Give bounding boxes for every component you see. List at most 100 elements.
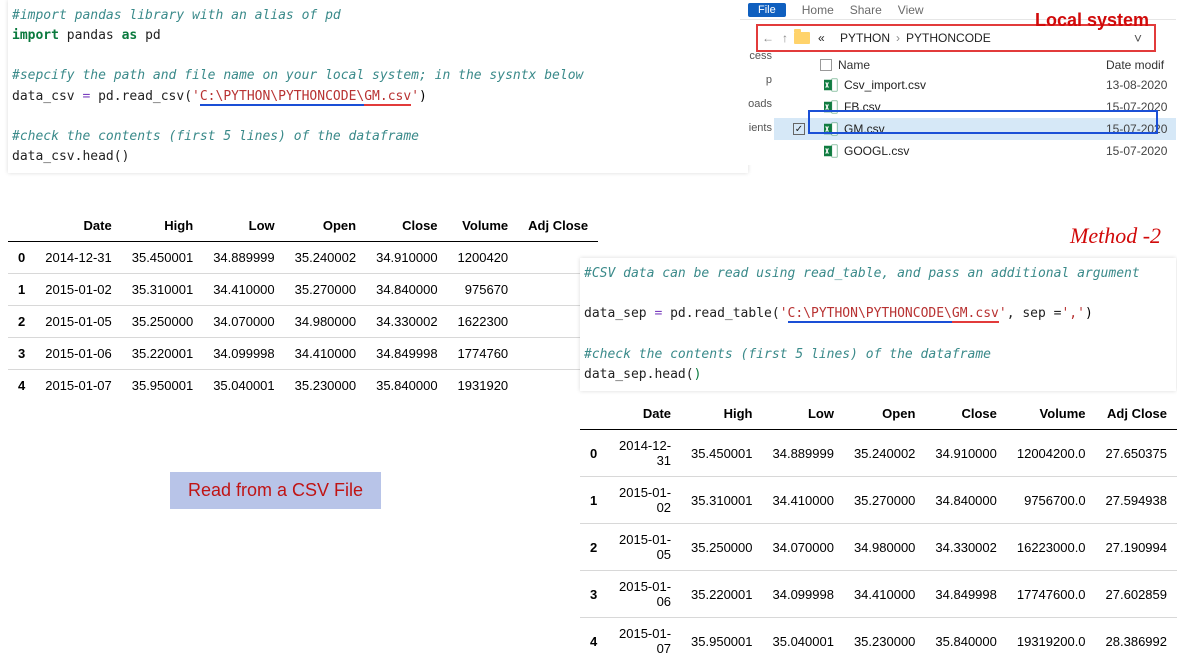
sidebar-item[interactable]: oads	[740, 92, 774, 116]
cell: 34.889999	[763, 430, 844, 477]
sidebar-item[interactable]: p	[740, 68, 774, 92]
file-row[interactable]: ✓GM.csv15-07-2020	[774, 118, 1176, 140]
sidebar-item[interactable]: cess	[740, 44, 774, 68]
table: DateHighLowOpenCloseVolumeAdj Close02014…	[8, 210, 598, 401]
row-index: 3	[580, 571, 607, 618]
cell: 1200420	[448, 242, 519, 274]
t: pd	[145, 28, 161, 43]
cell: 35.950001	[122, 370, 203, 402]
tab-home[interactable]: Home	[802, 3, 834, 17]
col-header: High	[681, 398, 762, 430]
file-date: 15-07-2020	[1106, 144, 1176, 158]
cell: 17747600.0	[1007, 571, 1096, 618]
excel-icon	[824, 122, 838, 136]
comment-line: #check the contents (first 5 lines) of t…	[584, 347, 991, 362]
col-header: Adj Close	[1096, 398, 1177, 430]
cell: 2015-01-02	[35, 274, 122, 306]
checkbox-checked-icon[interactable]: ✓	[793, 123, 805, 135]
col-date[interactable]: Date modif	[1106, 58, 1176, 72]
crumb-pythoncode[interactable]: PYTHONCODE	[906, 31, 991, 45]
cell: 27.190994	[1096, 524, 1177, 571]
cell: 35.840000	[925, 618, 1006, 664]
table-row: 42015-01-0735.95000135.04000135.23000035…	[8, 370, 598, 402]
file-name: FB.csv	[844, 100, 881, 114]
tab-file[interactable]: File	[748, 3, 786, 17]
cell: 34.330002	[366, 306, 447, 338]
col-header: Date	[35, 210, 122, 242]
cell: 34.849998	[366, 338, 447, 370]
crumb-python[interactable]: PYTHON	[840, 31, 890, 45]
head-call: data_sep.head(	[584, 367, 694, 382]
col-header: Low	[763, 398, 844, 430]
cell: 35.310001	[122, 274, 203, 306]
comment-line: #sepcify the path and file name on your …	[12, 68, 583, 83]
cell: 9756700.0	[1007, 477, 1096, 524]
cell: 1622300	[448, 306, 519, 338]
cell: 35.240002	[285, 242, 366, 274]
cell: 35.230000	[285, 370, 366, 402]
cell: 34.889999	[203, 242, 284, 274]
cell: 35.240002	[844, 430, 925, 477]
cell: 2015-01-07	[607, 618, 681, 664]
checkbox-all[interactable]	[820, 59, 832, 71]
cell: 34.840000	[925, 477, 1006, 524]
row-index: 3	[8, 338, 35, 370]
cell: 975670	[448, 274, 519, 306]
col-header: Open	[844, 398, 925, 430]
row-index: 2	[8, 306, 35, 338]
folder-icon	[794, 32, 810, 44]
file-row[interactable]: FB.csv 15-07-2020	[774, 96, 1176, 118]
cell: 34.410000	[763, 477, 844, 524]
path-file: GM.csv	[952, 306, 999, 323]
cell: 12004200.0	[1007, 430, 1096, 477]
col-name[interactable]: Name	[838, 58, 870, 72]
t: )	[419, 89, 427, 104]
cell: 2015-01-05	[35, 306, 122, 338]
col-header: Close	[925, 398, 1006, 430]
file-list: Csv_import.csv13-08-2020 FB.csv 15-07-2020…	[740, 74, 1176, 162]
file-list-header: Name Date modif	[740, 58, 1176, 72]
t: pd.read_table(	[662, 306, 779, 321]
dataframe-output-2: DateHighLowOpenCloseVolumeAdj Close02014…	[580, 398, 1177, 664]
t: '	[999, 306, 1007, 321]
nav-up-icon[interactable]: ↑	[782, 31, 788, 45]
t: )	[1085, 306, 1093, 321]
cell: 34.840000	[366, 274, 447, 306]
tab-view[interactable]: View	[898, 3, 924, 17]
t: data_csv	[12, 89, 82, 104]
t: pandas	[67, 28, 114, 43]
cell: 34.099998	[203, 338, 284, 370]
col-header: High	[122, 210, 203, 242]
file-date: 13-08-2020	[1106, 78, 1176, 92]
row-index: 1	[8, 274, 35, 306]
file-date: 15-07-2020	[1106, 100, 1176, 114]
tab-share[interactable]: Share	[850, 3, 882, 17]
cell: 19319200.0	[1007, 618, 1096, 664]
file-row[interactable]: GOOGL.csv15-07-2020	[774, 140, 1176, 162]
cell: 28.386992	[1096, 618, 1177, 664]
comment-line: #CSV data can be read using read_table, …	[584, 266, 1140, 281]
col-header: Adj Close	[518, 210, 598, 242]
table-row: 32015-01-0635.22000134.09999834.41000034…	[8, 338, 598, 370]
nav-back-icon[interactable]: ←	[762, 31, 774, 45]
cell: 35.250000	[681, 524, 762, 571]
excel-icon	[824, 78, 838, 92]
row-index: 4	[8, 370, 35, 402]
cell: 35.220001	[122, 338, 203, 370]
cell: 34.910000	[366, 242, 447, 274]
path-dir: C:\PYTHON\PYTHONCODE\	[200, 89, 364, 106]
table-row: 02014-12-3135.45000134.88999935.24000234…	[8, 242, 598, 274]
cell: 35.450001	[681, 430, 762, 477]
comment-line: #import pandas library with an alias of …	[12, 8, 341, 23]
cell: 2015-01-05	[607, 524, 681, 571]
sidebar-item[interactable]: ients	[740, 116, 774, 140]
cell: 35.950001	[681, 618, 762, 664]
cell: 27.602859	[1096, 571, 1177, 618]
col-header: Volume	[448, 210, 519, 242]
cell: 34.330002	[925, 524, 1006, 571]
file-row[interactable]: Csv_import.csv13-08-2020	[774, 74, 1176, 96]
chevron-down-icon[interactable]: ˅	[1126, 30, 1150, 46]
t: ','	[1061, 306, 1084, 321]
cell: 34.980000	[844, 524, 925, 571]
cell: 1774760	[448, 338, 519, 370]
